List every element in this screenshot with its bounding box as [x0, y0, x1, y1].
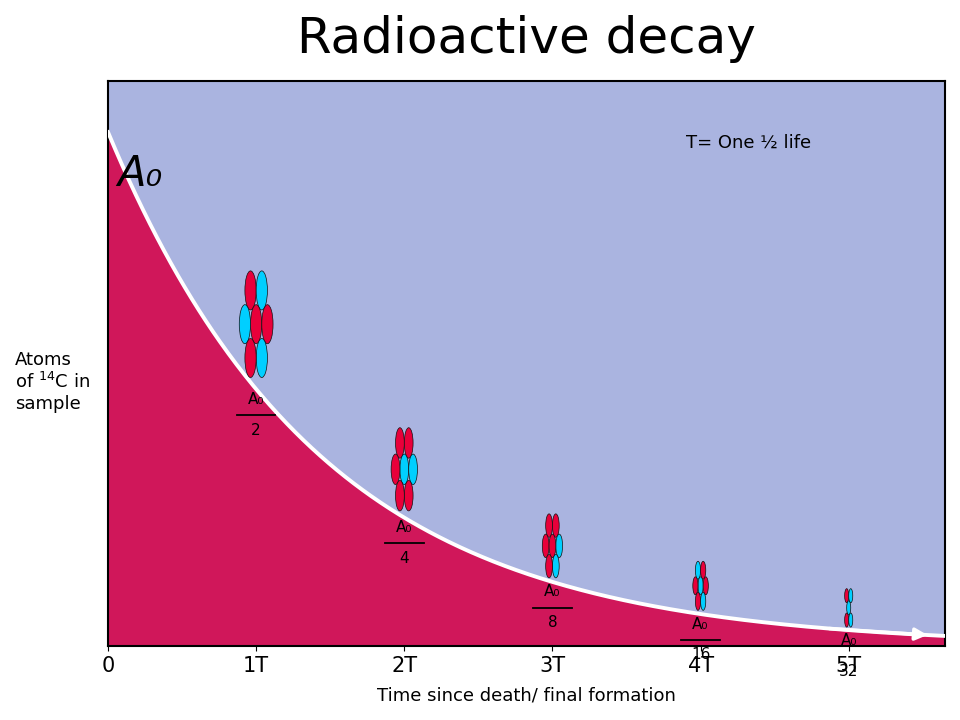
- Circle shape: [701, 593, 706, 611]
- Text: 16: 16: [691, 647, 710, 662]
- Text: A₀: A₀: [692, 616, 708, 631]
- Text: 8: 8: [547, 616, 557, 630]
- Circle shape: [396, 480, 404, 511]
- Circle shape: [391, 454, 400, 485]
- Circle shape: [545, 554, 552, 578]
- Text: A₀: A₀: [840, 633, 857, 648]
- Circle shape: [256, 271, 268, 310]
- Circle shape: [549, 534, 556, 557]
- Text: A₀: A₀: [396, 521, 413, 535]
- Circle shape: [239, 305, 251, 343]
- Circle shape: [701, 562, 706, 579]
- Circle shape: [552, 554, 559, 578]
- Circle shape: [556, 534, 563, 557]
- Circle shape: [256, 338, 268, 377]
- Title: Radioactive decay: Radioactive decay: [297, 15, 756, 63]
- Circle shape: [251, 305, 262, 343]
- Circle shape: [849, 589, 852, 603]
- Circle shape: [542, 534, 549, 557]
- Circle shape: [703, 577, 708, 595]
- Circle shape: [552, 514, 559, 537]
- Circle shape: [845, 613, 849, 627]
- Text: Atoms
of $^{14}$C in
sample: Atoms of $^{14}$C in sample: [15, 351, 90, 413]
- Circle shape: [400, 454, 409, 485]
- Circle shape: [695, 593, 701, 611]
- Circle shape: [698, 577, 703, 595]
- Text: 2: 2: [252, 423, 261, 438]
- X-axis label: Time since death/ final formation: Time since death/ final formation: [377, 687, 676, 705]
- Circle shape: [693, 577, 698, 595]
- Circle shape: [845, 589, 849, 603]
- Circle shape: [396, 428, 404, 458]
- Text: 32: 32: [839, 664, 858, 678]
- Circle shape: [695, 562, 701, 579]
- Circle shape: [847, 600, 851, 615]
- Text: T= One ½ life: T= One ½ life: [685, 134, 811, 152]
- Circle shape: [245, 271, 256, 310]
- Text: A₀: A₀: [117, 153, 162, 194]
- Circle shape: [404, 480, 413, 511]
- Circle shape: [409, 454, 418, 485]
- Circle shape: [849, 613, 852, 627]
- Circle shape: [262, 305, 273, 343]
- Circle shape: [404, 428, 413, 458]
- Circle shape: [545, 514, 552, 537]
- Text: 4: 4: [399, 551, 409, 566]
- Text: A₀: A₀: [248, 392, 264, 407]
- Text: A₀: A₀: [544, 585, 561, 600]
- Circle shape: [245, 338, 256, 377]
